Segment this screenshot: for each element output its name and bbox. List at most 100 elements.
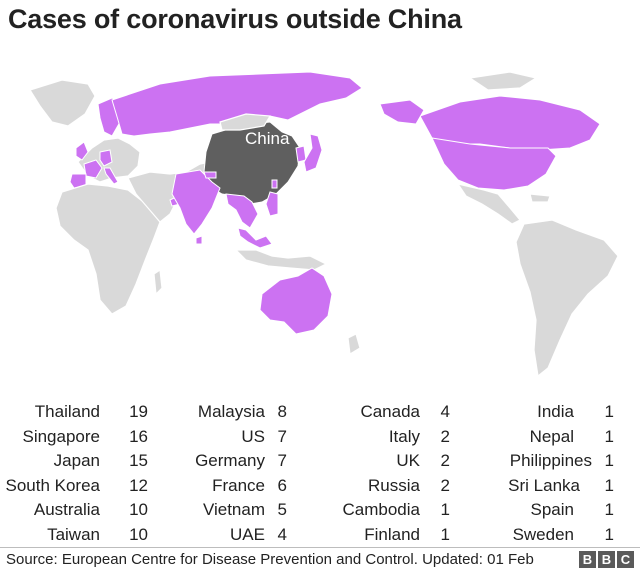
table-row: Spain 1 [460, 498, 632, 523]
land-indonesia [234, 249, 328, 271]
country-name: UK [396, 451, 420, 470]
land-mongolia [219, 113, 272, 131]
affected-uk [75, 141, 89, 161]
country-name: Malaysia [197, 402, 265, 421]
table-row: Canada 4 [300, 400, 460, 425]
land-greenland [29, 79, 96, 127]
footer: Source: European Centre for Disease Prev… [0, 547, 640, 570]
china-label: China [245, 129, 290, 148]
land-arctic-islands [468, 71, 538, 91]
table-column-3: Canada 4 Italy 2 UK 2 Russia 2 Cambodia … [300, 400, 460, 547]
table-column-1: Thailand 19 Singapore 16 Japan 15 South … [0, 400, 160, 547]
country-name: South Korea [5, 475, 100, 495]
case-count: 7 [277, 426, 287, 446]
country-name: India [537, 402, 574, 421]
country-name: Spain [530, 500, 574, 519]
table-row: India 1 [460, 400, 632, 425]
case-count: 12 [129, 475, 148, 495]
affected-alaska [379, 99, 425, 125]
affected-nepal [203, 171, 217, 179]
country-name: Singapore [22, 426, 100, 446]
land-caribbean [529, 193, 551, 203]
land-mexico [456, 183, 521, 225]
country-name: Sweden [512, 524, 574, 544]
table-row: UK 2 [300, 449, 460, 474]
source-note: Source: European Centre for Disease Prev… [6, 551, 534, 568]
country-name: Germany [195, 451, 265, 470]
table-row: France 6 [160, 474, 295, 499]
country-name: Russia [368, 475, 420, 495]
table-row: Russia 2 [300, 474, 460, 499]
affected-malaysia [237, 227, 273, 249]
affected-germany [99, 149, 113, 167]
country-name: Vietnam [202, 500, 265, 519]
country-name: Thailand [34, 402, 100, 421]
country-name: Canada [360, 402, 420, 421]
case-count: 2 [440, 475, 450, 495]
table-row: Vietnam 5 [160, 498, 295, 523]
case-count: 1 [604, 451, 614, 470]
table-row: Philippines 1 [460, 449, 632, 474]
table-row: UAE 4 [160, 523, 295, 548]
affected-sri-lanka [195, 235, 203, 245]
table-row: Nepal 1 [460, 425, 632, 450]
table-row: Singapore 16 [0, 425, 160, 450]
case-count: 8 [277, 402, 287, 421]
country-name: Australia [33, 500, 100, 519]
table-row: Australia 10 [0, 498, 160, 523]
table-row: Cambodia 1 [300, 498, 460, 523]
country-name: Taiwan [47, 524, 100, 544]
affected-japan [303, 133, 323, 173]
table-row: Germany 7 [160, 449, 295, 474]
chart-title: Cases of coronavirus outside China [8, 4, 462, 34]
affected-se-asia [225, 193, 259, 229]
affected-philippines [265, 191, 279, 217]
table-row: Japan 15 [0, 449, 160, 474]
bbc-logo-letter: B [598, 551, 615, 568]
case-count: 7 [277, 451, 287, 470]
case-count: 6 [277, 475, 287, 495]
affected-taiwan [271, 179, 278, 189]
case-count: 19 [129, 402, 148, 421]
bbc-logo-letter: C [617, 551, 634, 568]
table-row: US 7 [160, 425, 295, 450]
case-count: 10 [129, 500, 148, 519]
table-row: Taiwan 10 [0, 523, 160, 548]
country-name: Japan [53, 451, 100, 470]
table-column-2: Malaysia 8 US 7 Germany 7 France 6 Vietn… [160, 400, 295, 547]
country-name: Nepal [529, 426, 574, 446]
country-name: UAE [230, 524, 265, 544]
case-count: 1 [604, 500, 614, 519]
case-count: 5 [277, 500, 287, 519]
land-south-america [515, 219, 619, 378]
affected-australia [259, 267, 333, 335]
affected-italy [103, 167, 119, 185]
affected-us [431, 137, 557, 191]
land-madagascar [153, 268, 163, 296]
table-row: Finland 1 [300, 523, 460, 548]
table-row: Sweden 1 [460, 523, 632, 548]
case-count: 1 [440, 524, 450, 544]
case-count: 15 [129, 451, 148, 470]
case-count: 2 [440, 451, 450, 470]
world-map: China [29, 71, 619, 378]
land-africa [55, 183, 161, 315]
case-count-table: Thailand 19 Singapore 16 Japan 15 South … [0, 400, 640, 548]
table-row: South Korea 12 [0, 474, 160, 499]
country-name: Italy [388, 426, 420, 446]
country-name: Philippines [509, 451, 592, 470]
case-count: 1 [604, 475, 614, 495]
table-column-4: India 1 Nepal 1 Philippines 1 Sri Lanka … [460, 400, 632, 547]
affected-russia [111, 71, 363, 137]
country-name: Finland [364, 524, 420, 544]
case-count: 1 [604, 524, 614, 544]
case-count: 1 [604, 402, 614, 421]
land-new-zealand [347, 333, 361, 355]
table-row: Italy 2 [300, 425, 460, 450]
case-count: 10 [129, 524, 148, 544]
case-count: 16 [129, 426, 148, 446]
table-row: Thailand 19 [0, 400, 160, 425]
case-count: 1 [604, 426, 614, 446]
country-name: Sri Lanka [508, 475, 580, 495]
table-row: Malaysia 8 [160, 400, 295, 425]
